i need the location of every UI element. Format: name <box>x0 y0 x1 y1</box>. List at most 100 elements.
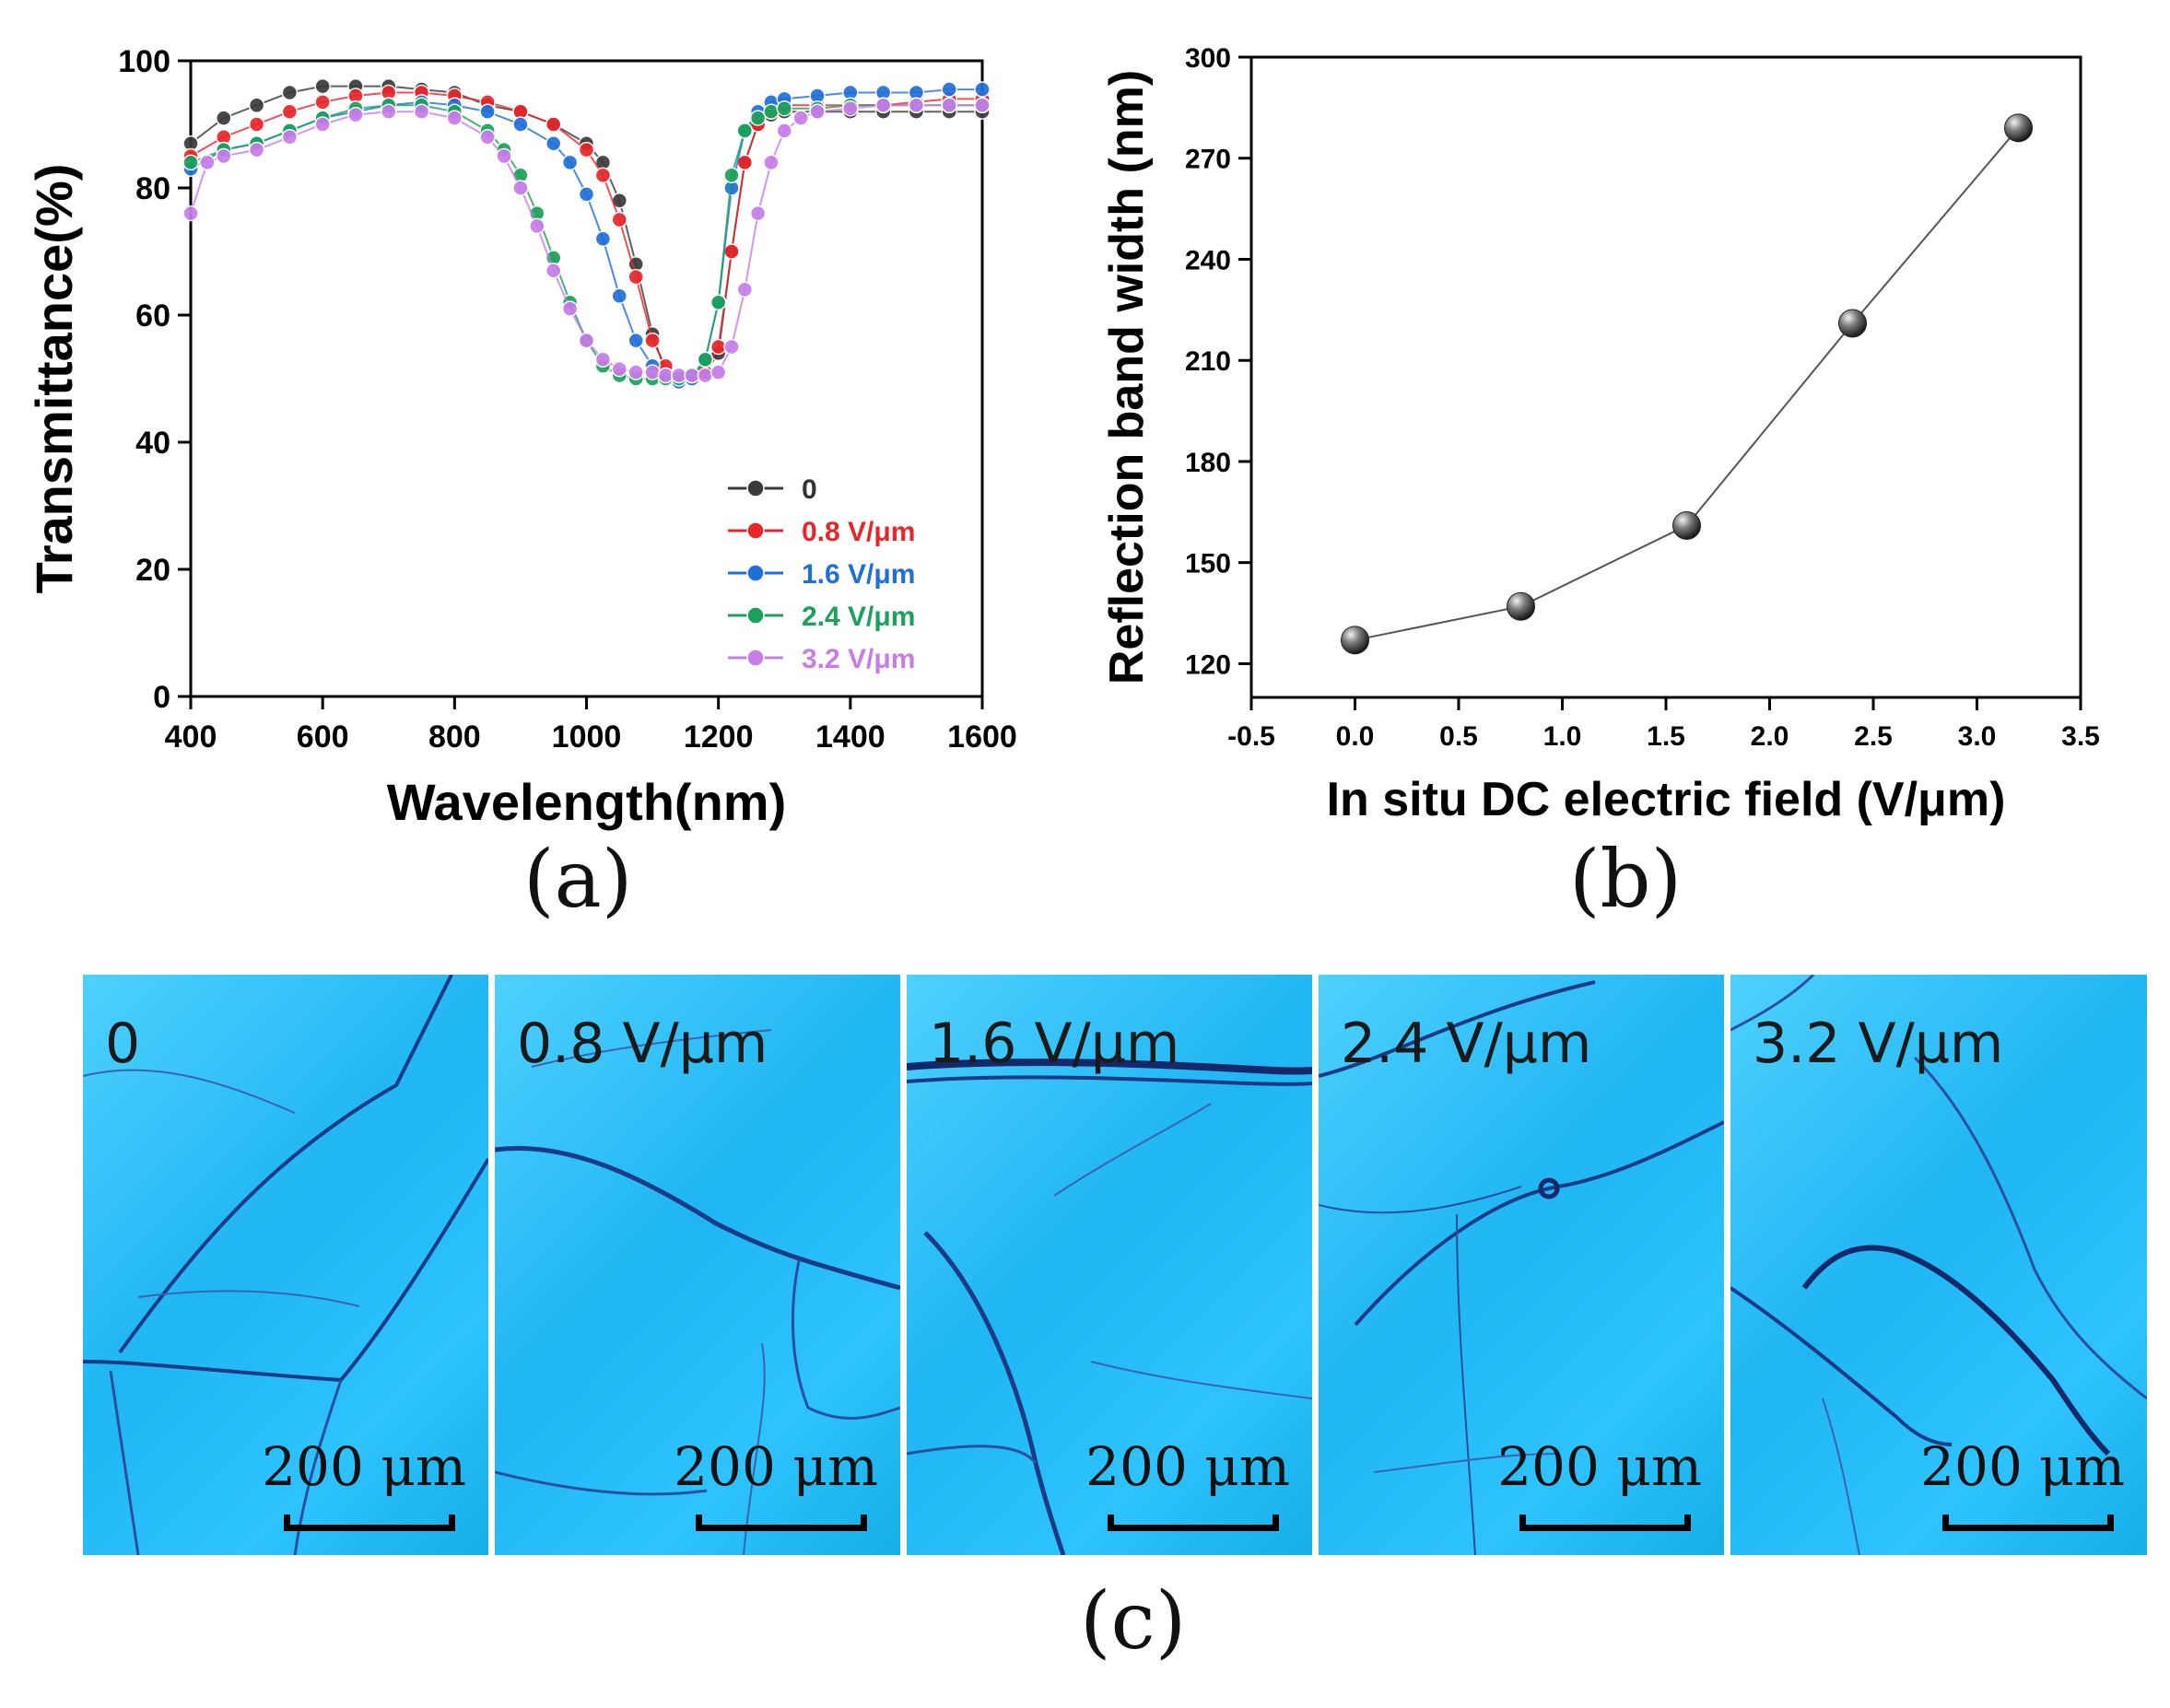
legend-marker <box>746 649 765 667</box>
data-point <box>723 167 740 183</box>
y-tick-label: 100 <box>118 44 170 79</box>
micrograph-label: 1.6 V/μm <box>929 1012 1180 1076</box>
series-0 <box>1341 113 2033 655</box>
y-tick-label: 120 <box>1185 649 1231 680</box>
data-point <box>479 129 496 146</box>
data-point <box>776 100 792 117</box>
series-4 <box>182 97 991 384</box>
micrograph-strip: 0 200 μm 0.8 V/μm 200 μm 1.6 V/μm 200 μm <box>83 975 2147 1555</box>
x-tick-label: 3.0 <box>1958 721 1997 752</box>
data-point <box>545 262 562 279</box>
data-point <box>248 116 265 133</box>
data-point <box>496 147 512 165</box>
data-point <box>578 141 595 158</box>
micrograph-label: 0.8 V/μm <box>517 1012 768 1076</box>
data-point <box>736 154 754 171</box>
data-point <box>248 97 265 114</box>
crack-pattern-4 <box>1730 975 2147 1555</box>
y-tick-label: 150 <box>1185 549 1231 579</box>
series-line <box>190 88 982 383</box>
micrograph-label: 3.2 V/μm <box>1753 1012 2004 1076</box>
data-point <box>611 287 628 305</box>
data-point <box>776 123 792 139</box>
data-point <box>529 217 545 235</box>
micrograph-label: 2.4 V/μm <box>1341 1012 1592 1076</box>
y-tick-label: 210 <box>1185 346 1231 377</box>
data-point <box>512 116 529 133</box>
data-point <box>2004 113 2033 143</box>
data-point <box>763 154 780 171</box>
data-point <box>594 167 612 183</box>
data-point <box>792 110 809 126</box>
data-point <box>974 97 991 114</box>
data-point <box>723 338 740 356</box>
data-point <box>874 97 892 114</box>
data-point <box>594 351 612 369</box>
data-point <box>941 81 957 98</box>
data-point <box>697 367 714 384</box>
y-tick-label: 20 <box>135 553 170 588</box>
series-line <box>1355 127 2020 641</box>
data-point <box>1672 510 1701 540</box>
chart-b: -0.5 0.0 0.5 1.0 1.5 2.0 2.5 3.0 3.5 120 150 180 210… <box>1100 43 2100 826</box>
data-point <box>697 351 714 369</box>
legend-marker <box>746 606 765 625</box>
legend-marker <box>746 479 765 497</box>
data-point <box>182 154 199 171</box>
x-tick-label: 2.5 <box>1854 721 1893 752</box>
data-point <box>809 103 826 120</box>
legend-marker <box>746 564 765 582</box>
y-axis-label: Reflection band width (nm) <box>1100 70 1154 684</box>
crack-pattern-2 <box>907 1059 1312 1555</box>
data-point <box>199 154 216 171</box>
micrograph-0: 0 200 μm <box>83 975 488 1555</box>
micrograph-2: 1.6 V/μm 200 μm <box>907 975 1312 1555</box>
data-point <box>908 97 925 114</box>
data-point <box>611 360 628 378</box>
y-tick-label: 40 <box>135 426 170 461</box>
data-point <box>545 135 562 152</box>
micrograph-4: 3.2 V/μm 200 μm <box>1730 975 2147 1555</box>
data-point <box>941 97 957 114</box>
plot-frame <box>1249 55 2082 699</box>
x-tick-label: -0.5 <box>1227 721 1275 752</box>
y-tick-label: 270 <box>1185 145 1231 175</box>
data-point <box>594 230 612 247</box>
data-point <box>413 103 430 120</box>
scale-bar <box>1108 1515 1279 1531</box>
crack-pattern-3 <box>1319 980 1724 1555</box>
data-point <box>314 116 331 133</box>
y-tick-label: 240 <box>1185 245 1231 275</box>
scale-text: 200 μm <box>674 1435 878 1498</box>
scale-text: 200 μm <box>1085 1435 1290 1498</box>
data-point <box>545 116 562 133</box>
data-point <box>281 129 299 146</box>
y-tick-label: 180 <box>1185 448 1231 478</box>
legend-label: 0 <box>802 474 817 505</box>
data-point <box>736 281 754 298</box>
data-point <box>347 106 364 123</box>
data-point <box>628 364 644 380</box>
legend-label: 0.8 V/μm <box>802 517 915 547</box>
data-point <box>723 243 740 260</box>
scale-bar <box>1519 1515 1691 1531</box>
data-point <box>628 332 644 349</box>
legend-label: 1.6 V/μm <box>802 559 915 590</box>
scale-text: 200 μm <box>1497 1435 1702 1498</box>
data-point <box>749 205 767 222</box>
data-point <box>842 100 859 117</box>
data-point <box>182 205 199 222</box>
panel-label-c: (c) <box>1080 1575 1187 1667</box>
x-tick-label: 800 <box>428 719 481 755</box>
legend-marker <box>746 521 765 540</box>
data-point <box>1838 309 1867 338</box>
x-tick-label: 1.0 <box>1543 721 1582 752</box>
scale-bar <box>696 1515 867 1531</box>
data-point <box>281 84 299 101</box>
x-tick-label: 400 <box>165 719 217 755</box>
data-point <box>512 180 529 196</box>
scale-bar <box>284 1515 455 1531</box>
x-tick-label: 0.0 <box>1336 721 1375 752</box>
data-point <box>628 268 644 286</box>
data-point <box>1341 626 1369 655</box>
